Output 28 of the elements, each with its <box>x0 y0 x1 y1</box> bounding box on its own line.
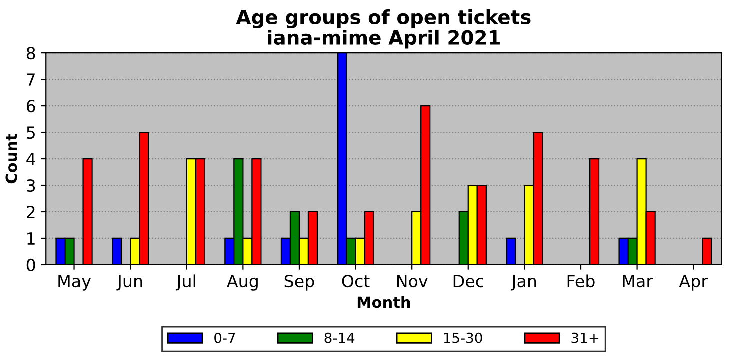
y-tick-label: 2 <box>27 206 35 218</box>
y-tick-label: 1 <box>28 232 35 245</box>
x-tick-label: Jun <box>116 275 142 291</box>
legend-label: 15-30 <box>444 332 482 344</box>
x-tick-label: Jan <box>510 275 536 291</box>
x-tick-label: Feb <box>568 274 595 288</box>
x-tick-label: Apr <box>679 275 708 291</box>
x-axis-title: Month <box>358 296 410 308</box>
y-axis-title: Count <box>6 134 18 184</box>
chart-title: Age groups of open tickets iana-mime April 2021 <box>236 10 531 49</box>
y-tick-label: 6 <box>26 100 36 113</box>
y-tick-label: 4 <box>26 153 36 166</box>
x-tick-label: Aug <box>227 275 258 291</box>
y-tick-label: 3 <box>27 179 36 192</box>
y-tick-label: 8 <box>26 47 36 60</box>
y-tick-label: 5 <box>27 126 35 140</box>
y-tick-label: 7 <box>27 74 35 86</box>
x-tick-label: Sep <box>284 274 314 291</box>
legend-label: 0-7 <box>214 332 236 344</box>
x-tick-label: May <box>58 275 91 291</box>
x-tick-label: Nov <box>397 275 428 288</box>
x-tick-label: Jul <box>176 274 196 291</box>
x-tick-label: Oct <box>342 274 370 288</box>
legend-label: 8-14 <box>324 332 355 344</box>
x-tick-label: Mar <box>623 275 654 288</box>
x-tick-label: Dec <box>454 275 484 288</box>
y-tick-label: 0 <box>26 258 36 272</box>
legend-label: 31+ <box>572 332 599 344</box>
